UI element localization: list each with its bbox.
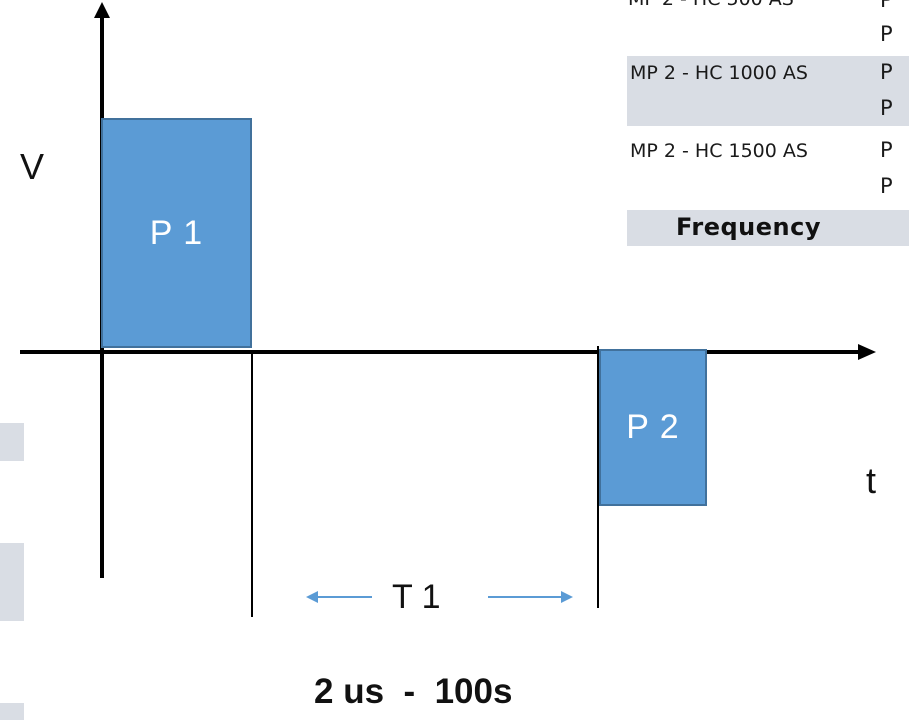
pulse-p1-label: P 1 <box>149 213 204 252</box>
table-row-param: P <box>880 138 893 162</box>
table-row-param: P <box>880 174 893 198</box>
y-axis-arrowhead <box>94 2 110 18</box>
table-row-param: P <box>880 60 893 84</box>
table-row-model: MP 2 - HC 1000 AS <box>630 62 808 84</box>
x-axis-label: t <box>866 460 877 501</box>
pulse-p2: P 2 <box>599 349 707 506</box>
table-row-model: MP 2 - HC 1500 AS <box>630 140 808 162</box>
pulse-p1: P 1 <box>101 118 252 348</box>
table-row-param: P <box>880 0 893 12</box>
y-axis-label: V <box>20 146 45 187</box>
left-shade-block <box>0 423 24 461</box>
interval-arrowhead-left <box>306 591 318 603</box>
interval-label: T 1 <box>392 578 441 616</box>
pulse-p2-label: P 2 <box>626 408 680 446</box>
table-footer-shade <box>627 210 909 246</box>
table-row-param: P <box>880 96 893 120</box>
table-footer-frequency: Frequency <box>676 213 821 241</box>
left-shade-block <box>0 543 24 621</box>
interval-range: 2 us - 100s <box>314 672 513 711</box>
left-shade-block <box>0 703 24 720</box>
table-row-shade <box>627 56 909 126</box>
table-row-param: P <box>880 22 893 46</box>
table-row-model: MP 2 - HC 500 AS <box>628 0 794 10</box>
x-axis-arrowhead <box>858 344 876 360</box>
interval-arrowhead-right <box>561 591 573 603</box>
